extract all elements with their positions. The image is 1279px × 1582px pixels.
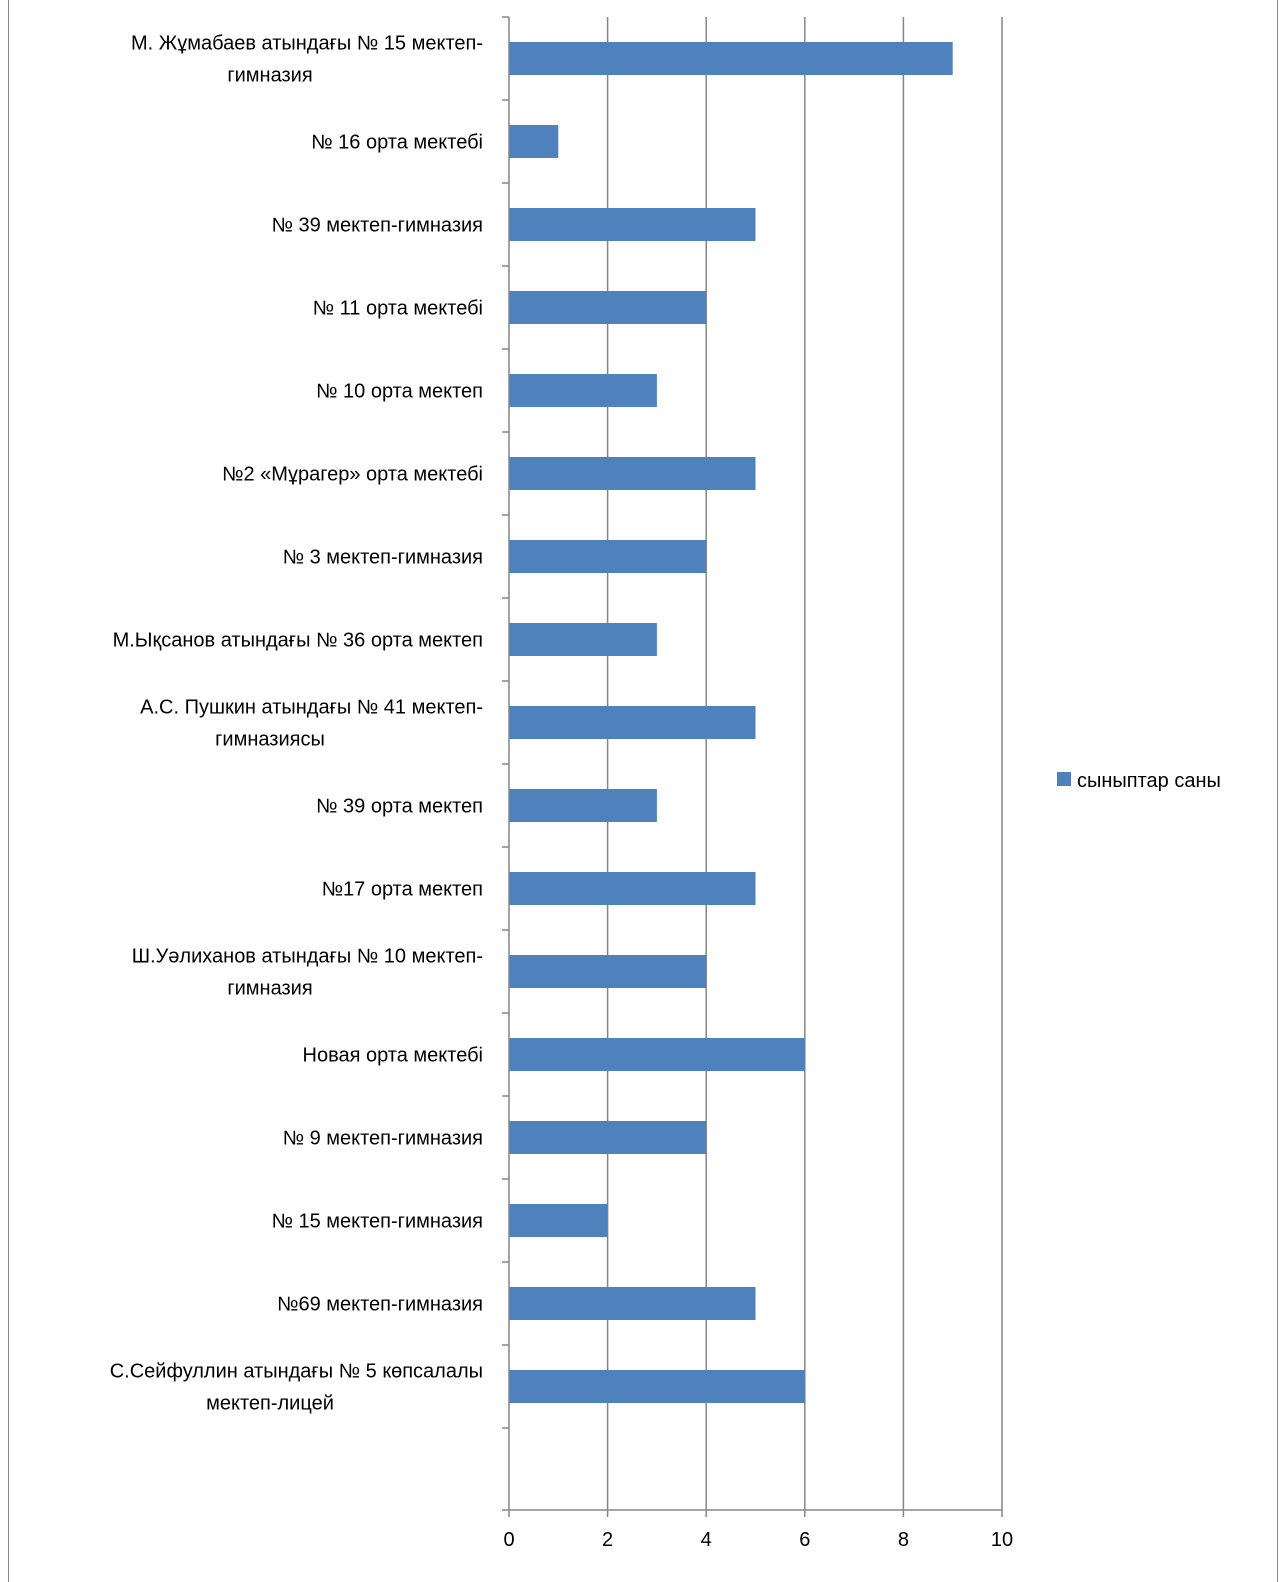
- bar: [509, 208, 756, 241]
- bar: [509, 789, 657, 822]
- category-label: М.Ықсанов атындағы № 36 орта мектеп: [113, 630, 483, 652]
- bar: [509, 955, 707, 988]
- tick-labels: 0 2 4 6 8 10: [503, 1529, 1013, 1551]
- bar: [509, 872, 756, 905]
- bar: [509, 457, 756, 490]
- category-label: № 15 мектеп-гимназия: [271, 1211, 483, 1233]
- bar: [509, 1121, 707, 1154]
- category-label: № 9 мектеп-гимназия: [283, 1128, 483, 1150]
- x-tick-label: 6: [799, 1529, 810, 1551]
- category-label: № 10 орта мектеп: [316, 381, 483, 403]
- bar: [509, 1370, 805, 1403]
- x-tick-label: 4: [701, 1529, 712, 1551]
- category-label: Новая орта мектебі: [303, 1045, 483, 1067]
- category-label: №17 орта мектеп: [322, 879, 483, 901]
- legend-label: сыныптар саны: [1077, 770, 1221, 792]
- category-label: А.С. Пушкин атындағы № 41 мектеп-гимнази…: [140, 697, 483, 751]
- category-label: №2 «Мұрагер» орта мектебі: [222, 464, 483, 486]
- bar: [509, 540, 707, 573]
- bars: [509, 42, 953, 1403]
- bar: [509, 623, 657, 656]
- category-labels: М. Жұмабаев атындағы № 15 мектеп-гимнази…: [110, 33, 483, 1415]
- chart-frame: [8, 0, 1278, 1582]
- grid-lines: [606, 17, 1003, 1510]
- bar: [509, 374, 657, 407]
- bar: [509, 42, 953, 75]
- x-tick-label: 2: [602, 1529, 613, 1551]
- category-label: №69 мектеп-гимназия: [277, 1294, 483, 1316]
- x-tick-label: 0: [503, 1529, 514, 1551]
- bar: [509, 125, 559, 158]
- legend: сыныптар саны: [1057, 770, 1221, 792]
- category-label: № 3 мектеп-гимназия: [283, 547, 483, 569]
- axes: [502, 16, 1003, 1517]
- legend-swatch: [1057, 772, 1071, 786]
- bar: [509, 1204, 608, 1237]
- category-label: № 16 орта мектебі: [311, 132, 483, 154]
- bar: [509, 1287, 756, 1320]
- category-label: № 39 мектеп-гимназия: [271, 215, 483, 237]
- category-label: С.Сейфуллин атындағы № 5 көпсалалы мектеп…: [110, 1361, 483, 1415]
- category-label: № 39 орта мектеп: [316, 796, 483, 818]
- category-label: Ш.Уәлиханов атындағы № 10 мектеп-гимнази…: [132, 946, 483, 1000]
- bar: [509, 1038, 805, 1071]
- category-label: № 11 орта мектебі: [313, 298, 483, 320]
- category-label: М. Жұмабаев атындағы № 15 мектеп-гимнази…: [131, 33, 483, 87]
- bar: [509, 706, 756, 739]
- x-tick-label: 8: [898, 1529, 909, 1551]
- bar: [509, 291, 707, 324]
- x-tick-label: 10: [991, 1529, 1013, 1551]
